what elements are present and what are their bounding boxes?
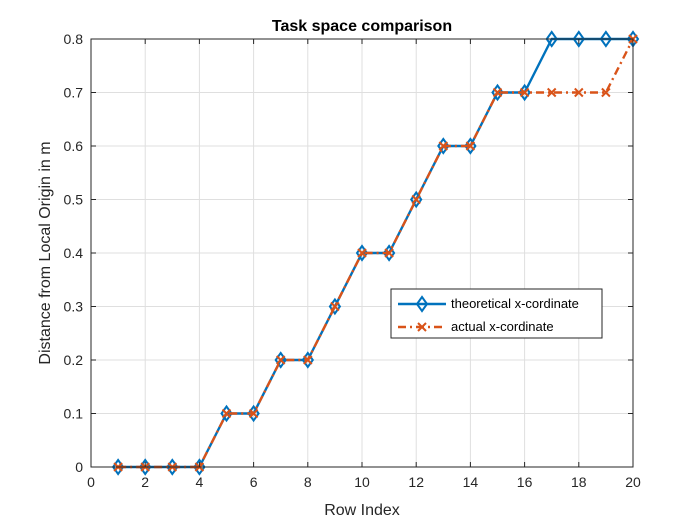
data-point-x [574, 87, 584, 98]
chart-title: Task space comparison [272, 18, 452, 35]
x-tick-labels: 0 2 4 6 8 10 12 14 16 18 20 [87, 474, 641, 490]
x-tick-label: 4 [196, 474, 204, 490]
data-point-x [411, 194, 421, 205]
x-tick-label: 16 [517, 474, 533, 490]
y-axis-label: Distance from Local Origin in m [37, 141, 54, 364]
x-tick-label: 18 [571, 474, 587, 490]
legend-label-actual: actual x-cordinate [451, 319, 554, 334]
y-tick-label: 0.4 [64, 245, 84, 261]
data-point-x [519, 87, 530, 98]
y-tick-label: 0.5 [64, 192, 84, 208]
data-point-x [357, 248, 367, 258]
series-line-1 [118, 38, 635, 469]
legend-swatch-marker-1 [417, 322, 427, 332]
x-tick-label: 20 [625, 474, 641, 490]
legend-swatch-marker-0 [415, 295, 429, 313]
x-tick-label: 14 [463, 474, 479, 490]
y-tick-label: 0.6 [64, 138, 84, 154]
legend: theoretical x-cordinate actual x-cordina… [390, 288, 603, 339]
x-tick-label: 8 [304, 474, 312, 490]
y-tick-label: 0.8 [64, 31, 84, 47]
series-layer [111, 30, 640, 476]
x-tick-label: 0 [87, 474, 95, 490]
y-tick-label: 0.2 [64, 352, 84, 368]
y-tick-label: 0.7 [64, 85, 84, 101]
data-point-x [601, 87, 611, 98]
data-point-diamond [599, 30, 613, 48]
tick-marks [90, 38, 634, 468]
data-point-x [248, 408, 259, 419]
y-tick-label: 0 [75, 459, 83, 475]
data-point-x [384, 248, 394, 258]
data-point-diamond [545, 30, 558, 48]
data-point-x [438, 141, 449, 151]
data-point-x [275, 355, 286, 365]
data-point-diamond [572, 30, 586, 48]
x-tick-label: 6 [250, 474, 258, 490]
legend-swatches [398, 295, 446, 332]
y-tick-label: 0.1 [64, 406, 84, 422]
x-tick-label: 12 [408, 474, 424, 490]
data-point-x [465, 141, 476, 151]
x-axis-label: Row Index [324, 502, 400, 519]
data-point-x [330, 301, 340, 312]
x-tick-label: 2 [141, 474, 149, 490]
data-point-x [221, 408, 232, 419]
y-tick-labels: 0 0.1 0.2 0.3 0.4 0.5 0.6 0.7 0.8 [64, 31, 84, 475]
data-point-x [546, 87, 557, 98]
data-point-x [303, 355, 313, 365]
legend-label-theoretical: theoretical x-cordinate [451, 296, 579, 311]
x-tick-label: 10 [354, 474, 370, 490]
y-tick-label: 0.3 [64, 299, 84, 315]
data-point-x [492, 87, 503, 98]
